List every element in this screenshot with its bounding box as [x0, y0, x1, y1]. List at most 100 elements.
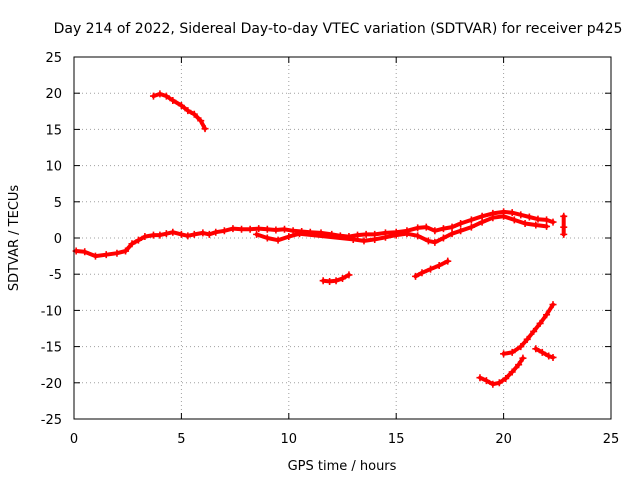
- y-axis-label: SDTVAR / TECUs: [7, 185, 22, 292]
- data-point: [543, 222, 551, 230]
- series-arc-main: [72, 208, 557, 260]
- series-arc-neg5: [412, 257, 452, 280]
- data-point: [482, 377, 490, 385]
- data-point: [113, 249, 121, 257]
- data-point: [427, 265, 435, 273]
- data-point: [532, 345, 540, 353]
- data-point: [431, 238, 439, 246]
- data-point: [274, 236, 282, 244]
- data-points: [72, 90, 568, 388]
- y-tick-label: -20: [41, 377, 62, 392]
- chart-title: Day 214 of 2022, Sidereal Day-to-day VTE…: [54, 21, 623, 37]
- data-point: [403, 230, 411, 238]
- data-point: [519, 354, 527, 362]
- data-point: [238, 225, 246, 233]
- data-point: [500, 350, 508, 358]
- x-tick-label: 25: [603, 432, 620, 447]
- data-point: [448, 223, 456, 231]
- plot-frame: [73, 56, 612, 420]
- data-point: [414, 232, 422, 240]
- data-point: [156, 231, 164, 239]
- data-point: [162, 92, 170, 100]
- data-point: [560, 230, 568, 238]
- data-point: [381, 233, 389, 241]
- data-point: [285, 233, 293, 241]
- series-arc-end: [560, 212, 568, 238]
- data-point: [536, 319, 544, 327]
- data-point: [149, 92, 157, 100]
- data-point: [543, 311, 551, 319]
- data-point: [220, 227, 228, 235]
- series-arc-falling: [476, 354, 527, 388]
- data-point: [141, 233, 149, 241]
- data-point: [549, 218, 557, 226]
- x-tick-label: 5: [177, 432, 185, 447]
- data-point: [424, 237, 432, 245]
- data-point: [510, 216, 518, 224]
- data-point: [521, 220, 529, 228]
- data-point: [534, 215, 542, 223]
- x-axis-label: GPS time / hours: [288, 459, 397, 474]
- data-point: [362, 230, 370, 238]
- data-point: [448, 230, 456, 238]
- data-point: [281, 225, 289, 233]
- data-point: [500, 212, 508, 220]
- series-arc-rising: [500, 301, 557, 358]
- data-point: [517, 211, 525, 219]
- data-point: [91, 252, 99, 260]
- y-tick-label: -25: [41, 413, 62, 428]
- data-point: [418, 269, 426, 277]
- x-tick-label: 0: [70, 432, 78, 447]
- data-point: [439, 234, 447, 242]
- data-point: [457, 227, 465, 235]
- data-point: [128, 240, 136, 248]
- series-arc-lower-band: [253, 212, 551, 246]
- data-point: [246, 225, 254, 233]
- data-point: [371, 235, 379, 243]
- data-point: [549, 353, 557, 361]
- data-point: [476, 374, 484, 382]
- data-point: [102, 251, 110, 259]
- series-line: [501, 302, 555, 356]
- data-point: [272, 226, 280, 234]
- data-point: [435, 262, 443, 270]
- data-point: [184, 107, 192, 115]
- series-line: [254, 214, 549, 245]
- y-tick-label: 0: [54, 232, 62, 247]
- data-point: [457, 220, 465, 228]
- data-point: [190, 110, 198, 118]
- x-tick-label: 15: [388, 432, 405, 447]
- data-point: [530, 327, 538, 335]
- y-tick-label: -10: [41, 304, 62, 319]
- data-point: [156, 90, 164, 98]
- data-point: [229, 225, 237, 233]
- data-point: [205, 230, 213, 238]
- series-arc-high: [149, 90, 209, 133]
- y-tick-label: 5: [54, 196, 62, 211]
- data-point: [255, 225, 263, 233]
- data-point: [339, 275, 346, 283]
- data-point: [212, 228, 220, 236]
- data-point: [560, 223, 568, 231]
- data-point: [489, 380, 497, 388]
- data-point: [169, 228, 177, 236]
- data-point: [349, 235, 357, 243]
- y-tick-label: -5: [49, 268, 62, 283]
- data-point: [326, 277, 334, 285]
- data-point: [478, 218, 486, 226]
- data-point: [392, 231, 400, 239]
- data-point: [122, 247, 130, 255]
- data-point: [169, 96, 177, 104]
- data-point: [467, 216, 475, 224]
- data-point: [162, 230, 170, 238]
- data-point: [354, 231, 362, 239]
- x-tick-label: 10: [281, 432, 298, 447]
- data-point: [81, 248, 89, 256]
- data-point: [332, 277, 340, 285]
- y-tick-label: 15: [45, 123, 62, 138]
- data-point: [412, 272, 420, 280]
- series-arc-neg6: [319, 271, 353, 285]
- data-point: [467, 223, 475, 231]
- data-point: [134, 236, 142, 244]
